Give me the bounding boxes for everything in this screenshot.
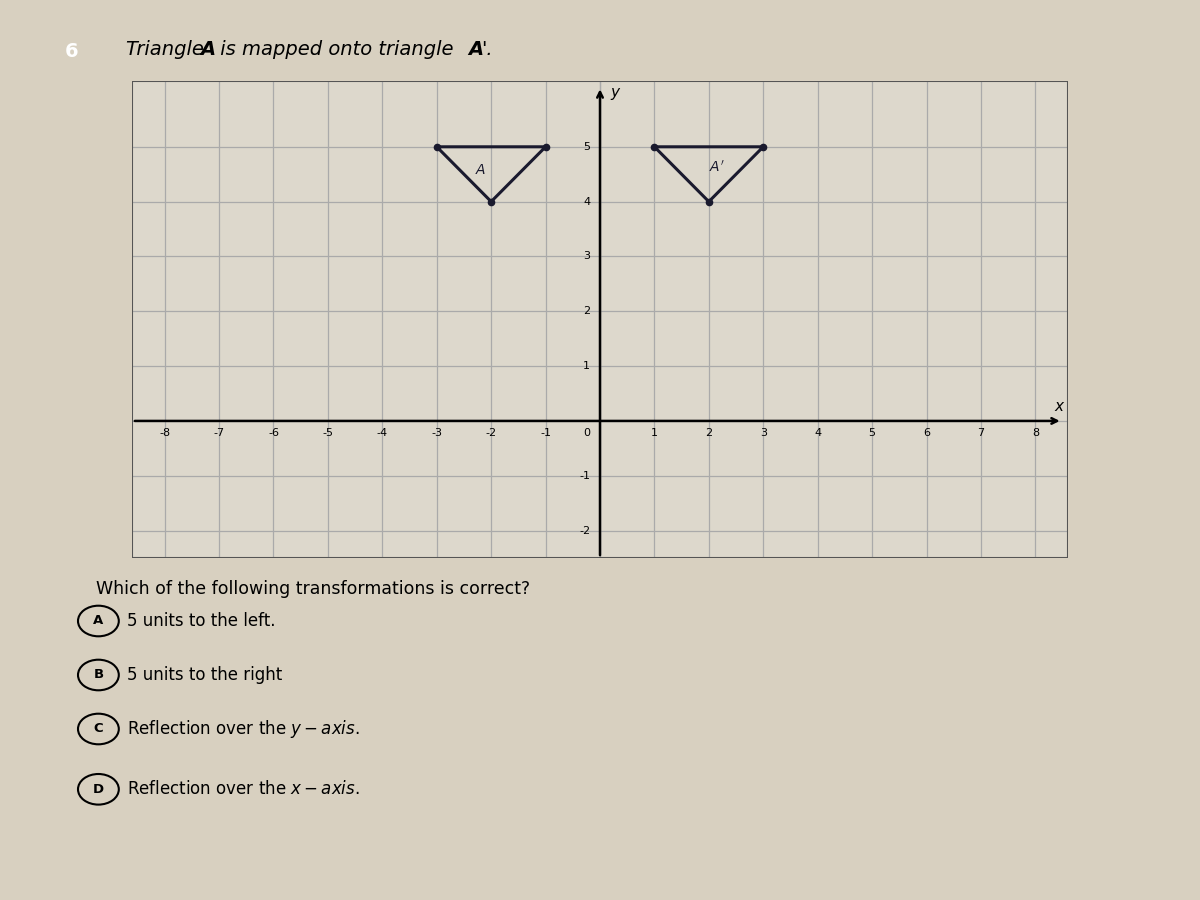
Text: Which of the following transformations is correct?: Which of the following transformations i…	[96, 580, 530, 598]
Text: 3: 3	[583, 251, 590, 261]
Text: $x$: $x$	[1054, 400, 1066, 414]
Text: -1: -1	[540, 428, 551, 437]
Text: 0: 0	[583, 428, 590, 437]
Text: -6: -6	[268, 428, 278, 437]
Text: -3: -3	[431, 428, 443, 437]
Text: A: A	[200, 40, 216, 59]
Text: B: B	[94, 669, 103, 681]
Text: Reflection over the $y-axis$.: Reflection over the $y-axis$.	[127, 718, 360, 740]
Text: 5: 5	[583, 142, 590, 152]
Text: 6: 6	[923, 428, 930, 437]
Text: 2: 2	[706, 428, 713, 437]
Text: Reflection over the $x-axis$.: Reflection over the $x-axis$.	[127, 780, 360, 798]
Text: 5 units to the left.: 5 units to the left.	[127, 612, 276, 630]
Text: A: A	[94, 615, 103, 627]
Text: -8: -8	[160, 428, 170, 437]
Text: -7: -7	[214, 428, 224, 437]
Text: '.: '.	[481, 40, 493, 59]
Text: A: A	[468, 40, 484, 59]
Text: 4: 4	[814, 428, 821, 437]
Text: -5: -5	[323, 428, 334, 437]
Text: 5: 5	[869, 428, 876, 437]
Text: 1: 1	[583, 361, 590, 371]
Text: $y$: $y$	[610, 86, 622, 103]
Text: $A$: $A$	[475, 163, 486, 176]
Text: 4: 4	[583, 196, 590, 207]
Text: is mapped onto triangle: is mapped onto triangle	[214, 40, 460, 59]
Text: 1: 1	[650, 428, 658, 437]
Text: -1: -1	[580, 471, 590, 481]
Text: -2: -2	[580, 526, 590, 536]
Text: C: C	[94, 723, 103, 735]
Text: 6: 6	[65, 42, 79, 61]
Text: Triangle: Triangle	[126, 40, 210, 59]
Text: $A'$: $A'$	[709, 160, 725, 176]
Text: -4: -4	[377, 428, 388, 437]
Text: D: D	[92, 783, 104, 796]
Text: 3: 3	[760, 428, 767, 437]
Text: 7: 7	[977, 428, 984, 437]
Text: 8: 8	[1032, 428, 1039, 437]
Text: 5 units to the right: 5 units to the right	[127, 666, 282, 684]
Text: -2: -2	[486, 428, 497, 437]
Text: 2: 2	[583, 306, 590, 316]
